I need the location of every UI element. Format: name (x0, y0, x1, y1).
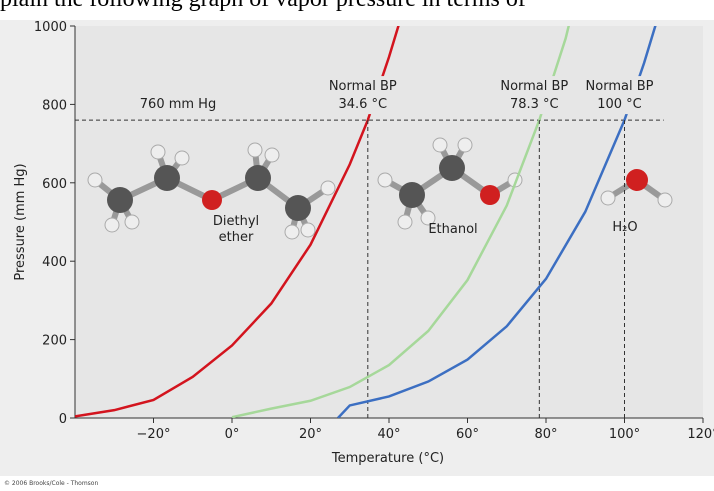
reference-label: 760 mm Hg (140, 97, 216, 112)
bp-title: Normal BP (586, 79, 654, 94)
x-tick-label: 120° (687, 427, 714, 442)
bp-label-bg (324, 76, 401, 115)
y-axis-label: Pressure (mm Hg) (13, 163, 28, 280)
bp-label-bg (496, 76, 573, 115)
y-tick-label: 1000 (34, 20, 67, 35)
ethanol-molecule (377, 137, 523, 230)
x-axis-label: Temperature (°C) (331, 451, 444, 466)
molecule-label: Diethyl ether (212, 214, 260, 245)
molecule-label: Ethanol (428, 222, 478, 237)
footer: © 2006 Brooks/Cole - Thomson (4, 480, 99, 487)
bp-title: Normal BP (500, 79, 568, 94)
y-tick-label: 200 (42, 334, 67, 349)
x-tick-label: 80° (534, 427, 557, 442)
x-tick-label: 0° (225, 427, 240, 442)
chart: Temperature (°C) Pressure (mm Hg) 0 200 40… (0, 20, 714, 476)
bp-label-bg (581, 76, 658, 115)
y-tick-label: 0 (59, 412, 67, 427)
molecule-label: H₂O (612, 220, 638, 235)
bp-title: Normal BP (329, 79, 397, 94)
y-tick-label: 400 (42, 255, 67, 270)
x-tick-label: 40° (377, 427, 400, 442)
x-tick-label: 60° (456, 427, 479, 442)
bp-label: 100 °C (597, 97, 642, 112)
x-tick-label: 20° (299, 427, 322, 442)
water-molecule (600, 169, 673, 208)
x-tick-label: 100° (609, 427, 640, 442)
x-tick-label: −20° (137, 427, 171, 442)
ether-molecule (87, 142, 336, 240)
bp-label: 34.6 °C (338, 97, 387, 112)
y-tick-label: 800 (42, 98, 67, 113)
bp-label: 78.3 °C (510, 97, 559, 112)
header-text: plain the following graph of vapor press… (0, 0, 526, 13)
y-tick-label: 600 (42, 177, 67, 192)
